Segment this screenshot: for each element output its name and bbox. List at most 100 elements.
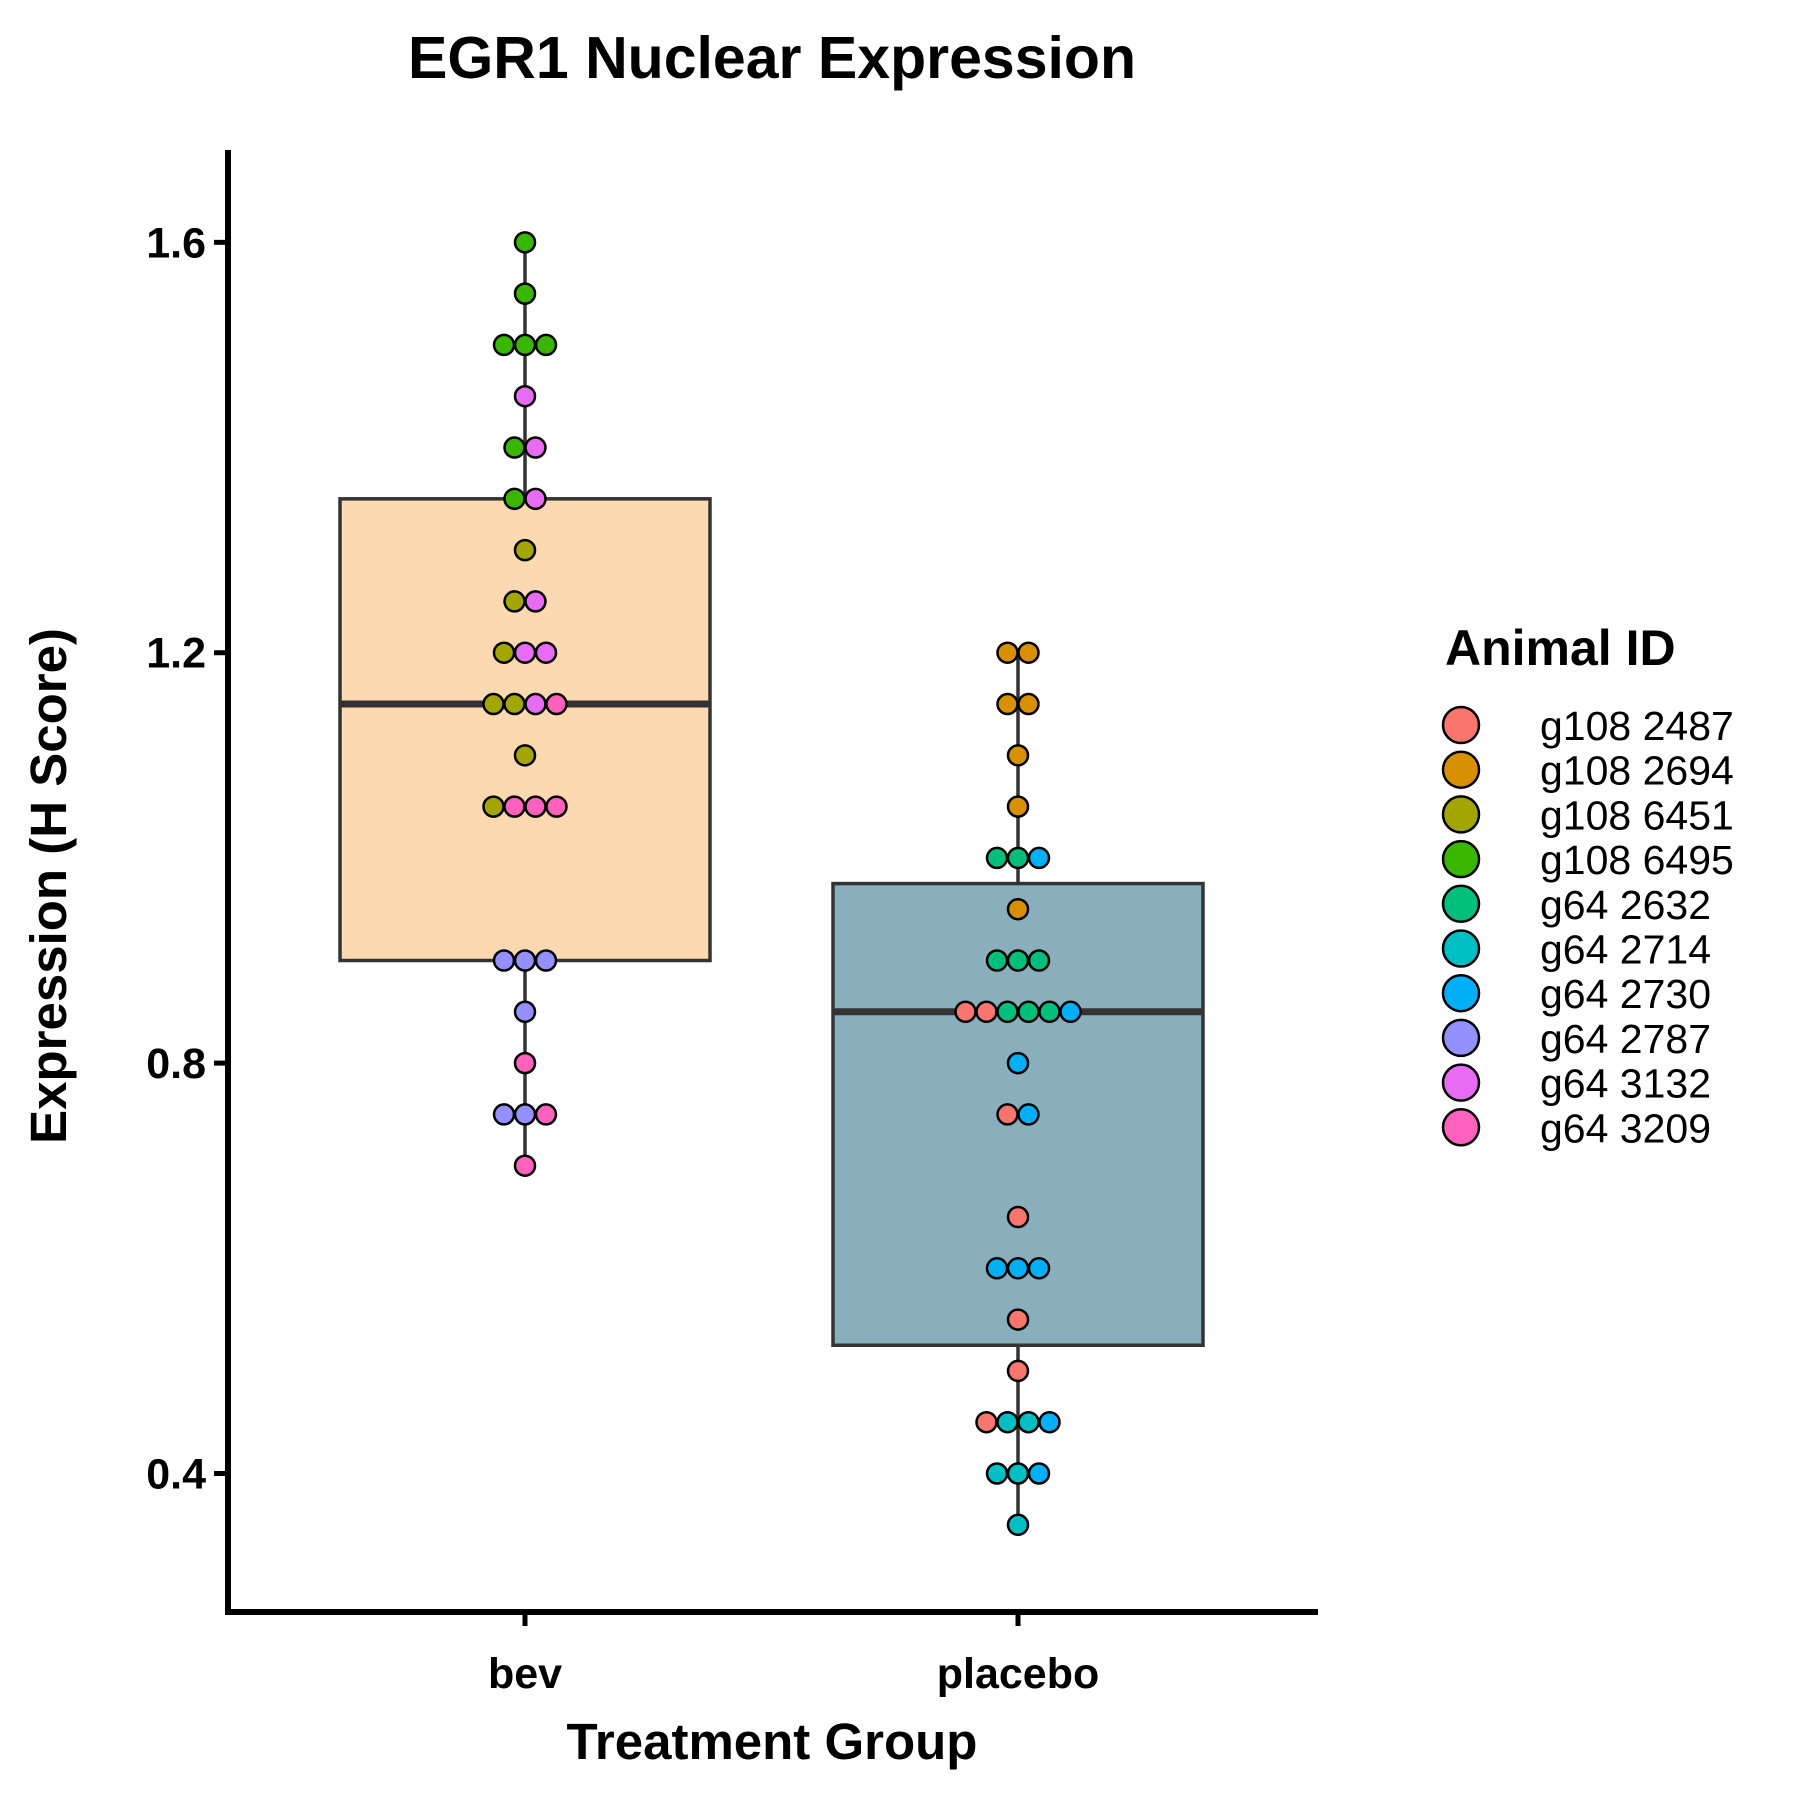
legend-swatch [1441, 705, 1481, 745]
data-point [1017, 1103, 1040, 1126]
data-point [975, 1410, 998, 1434]
data-point [1006, 1257, 1030, 1280]
box-bev [338, 242, 712, 1166]
data-point [1006, 897, 1030, 921]
legend-item: g64 2714 [1441, 927, 1711, 973]
data-point [524, 590, 547, 613]
data-point [985, 1257, 1009, 1280]
legend-item: g64 3209 [1441, 1105, 1711, 1151]
legend-label: g108 2694 [1540, 748, 1734, 794]
legend-item: g64 2730 [1441, 971, 1711, 1017]
legend-swatch [1441, 1063, 1481, 1102]
legend-swatch [1441, 1108, 1481, 1147]
data-point [1027, 1257, 1051, 1280]
y-tick-label: 1.2 [146, 630, 206, 678]
data-point [513, 538, 537, 562]
legend-item: g108 6495 [1441, 837, 1734, 883]
data-point [996, 692, 1019, 716]
data-point [492, 1103, 516, 1126]
data-point [1017, 692, 1040, 716]
legend-label: g64 2714 [1540, 927, 1711, 973]
data-point [534, 1103, 558, 1126]
data-point [534, 641, 558, 664]
data-point [1006, 1308, 1030, 1331]
data-point [545, 692, 568, 716]
data-point [985, 1462, 1009, 1485]
data-point [503, 590, 526, 613]
data-point [1006, 1462, 1030, 1485]
data-point [513, 744, 537, 767]
legend-item: g108 2694 [1441, 748, 1734, 794]
legend-label: g108 2487 [1540, 703, 1734, 749]
data-point [1017, 641, 1040, 664]
legend-swatch [1441, 795, 1481, 834]
data-point [1006, 795, 1030, 818]
data-point [1027, 1462, 1051, 1485]
legend-swatch [1441, 1018, 1481, 1058]
data-point [513, 1154, 537, 1177]
data-point [492, 949, 516, 972]
data-point [503, 795, 526, 818]
points-layer [482, 231, 1082, 1537]
legend-swatch [1441, 929, 1481, 968]
data-point [513, 949, 537, 972]
data-point [1017, 1000, 1040, 1024]
data-point [513, 333, 537, 357]
legend-label: g64 3209 [1540, 1105, 1711, 1151]
legend-label: g64 2787 [1540, 1016, 1711, 1062]
data-point [503, 436, 526, 459]
y-tick-label: 0.8 [146, 1040, 206, 1088]
data-point [1006, 1359, 1030, 1383]
data-point [996, 641, 1019, 664]
data-point [985, 846, 1009, 870]
data-point [1038, 1000, 1061, 1024]
data-point [1006, 949, 1030, 972]
boxes-layer [338, 242, 1205, 1525]
data-point [954, 1000, 977, 1024]
data-point [524, 436, 547, 459]
y-tick-label: 1.6 [146, 219, 206, 267]
data-point [524, 487, 547, 511]
legend-label: g64 3132 [1540, 1061, 1711, 1107]
data-point [513, 384, 537, 408]
legend-label: g108 6451 [1540, 792, 1734, 838]
data-point [492, 333, 516, 357]
data-point [1006, 1205, 1030, 1229]
data-point [513, 282, 537, 305]
data-point [492, 641, 516, 664]
data-point [513, 641, 537, 664]
legend-item: g108 6451 [1441, 792, 1734, 838]
data-point [503, 692, 526, 716]
legend-label: g64 2730 [1540, 971, 1711, 1017]
x-tick-label: bev [488, 1650, 562, 1698]
data-point [1059, 1000, 1082, 1024]
data-point [513, 1103, 537, 1126]
data-point [482, 795, 505, 818]
data-point [1038, 1410, 1061, 1434]
legend-swatch [1441, 750, 1481, 789]
data-point [1017, 1410, 1040, 1434]
legend-item: g64 2787 [1441, 1016, 1711, 1062]
data-point [996, 1000, 1019, 1024]
data-point [524, 692, 547, 716]
data-point [513, 1051, 537, 1075]
data-point [513, 231, 537, 254]
data-point [1027, 949, 1051, 972]
legend-item: g64 3132 [1441, 1061, 1711, 1107]
y-axis: 0.4 0.8 1.2 1.6 [146, 150, 231, 1612]
data-point [503, 487, 526, 511]
y-axis-title: Expression (H Score) [20, 628, 77, 1144]
data-point [975, 1000, 998, 1024]
box-rect [338, 497, 712, 963]
data-point [513, 1000, 537, 1024]
legend-swatch [1441, 839, 1481, 879]
legend-label: g64 2632 [1540, 882, 1711, 928]
x-axis: bev placebo [225, 1609, 1318, 1698]
legend-item: g108 2487 [1441, 703, 1734, 749]
data-point [1006, 1513, 1030, 1537]
x-tick-label: placebo [937, 1650, 1100, 1698]
data-point [996, 1103, 1019, 1126]
